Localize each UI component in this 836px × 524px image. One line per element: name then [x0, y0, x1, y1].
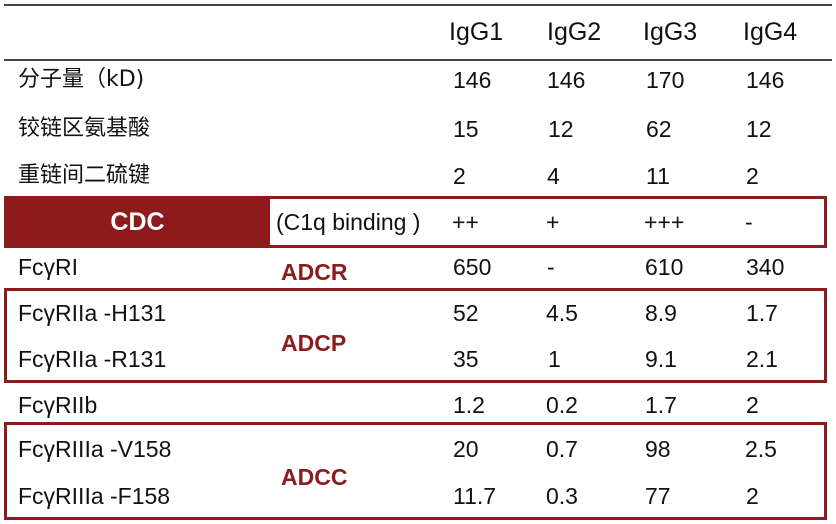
table-cell: 12: [548, 116, 574, 142]
table-cell: 2.5: [745, 436, 777, 462]
col-header-igg1: IgG1: [449, 18, 504, 46]
table-cell: 0.2: [546, 392, 578, 418]
table-cell: 2: [453, 163, 466, 189]
cdc-label-bar: [5, 197, 270, 247]
table-cell: 0.3: [546, 483, 578, 509]
table-cell: 2: [746, 163, 759, 189]
table-cell: 4: [547, 163, 560, 189]
table-cell: 170: [646, 67, 685, 93]
table-top-rule: [4, 4, 832, 6]
row-label-hinge-amino-acids: 铰链区氨基酸: [18, 116, 151, 141]
table-cell: ++: [452, 209, 479, 235]
table-cell: 2: [746, 483, 759, 509]
table-cell: 2: [746, 392, 759, 418]
table-cell: 4.5: [546, 300, 578, 326]
table-cell: 146: [746, 67, 785, 93]
table-cell: 146: [547, 67, 586, 93]
table-cell: 340: [746, 254, 785, 280]
table-cell: 20: [453, 436, 479, 462]
table-cell: 9.1: [645, 346, 677, 372]
row-label-fcgriiia-f158: FcγRIIIa -F158: [18, 483, 171, 509]
mechanism-label-adcc: ADCC: [281, 464, 348, 490]
table-cell: 1.7: [645, 392, 677, 418]
table-cell: +++: [644, 209, 685, 235]
adcc-group-box: [4, 422, 827, 520]
table-cell: 11.7: [453, 483, 497, 509]
col-header-igg2: IgG2: [547, 18, 602, 46]
table-cell: 0.7: [546, 436, 578, 462]
table-cell: 15: [453, 116, 479, 142]
table-cell: -: [745, 209, 753, 235]
table-cell: -: [547, 254, 555, 280]
table-cell: 1.2: [453, 392, 485, 418]
row-label-molecular-weight: 分子量（kD): [18, 67, 145, 92]
table-cell: 11: [646, 163, 670, 189]
row-label-fcgriia-h131: FcγRIIa -H131: [18, 300, 167, 326]
row-label-disulfide-bonds: 重链间二硫键: [18, 163, 151, 188]
mechanism-label-adcp: ADCP: [281, 330, 347, 356]
row-label-fcgriib: FcγRIIb: [18, 392, 98, 418]
row-label-fcgri: FcγRI: [18, 254, 79, 280]
table-cell: 98: [645, 436, 671, 462]
table-cell: 1.7: [746, 300, 778, 326]
adcp-group-box: [4, 288, 827, 383]
table-cell: 8.9: [645, 300, 677, 326]
row-label-fcgriia-r131: FcγRIIa -R131: [18, 346, 167, 372]
table-cell: 62: [646, 116, 672, 142]
table-cell: 610: [645, 254, 684, 280]
table-cell: 77: [645, 483, 671, 509]
table-cell: 2.1: [746, 346, 778, 372]
table-cell: 1: [548, 346, 561, 372]
mechanism-label-adcr: ADCR: [281, 259, 348, 285]
row-label-fcgriiia-v158: FcγRIIIa -V158: [18, 436, 172, 462]
table-header-rule: [4, 59, 832, 61]
table-cell: 35: [453, 346, 479, 372]
col-header-igg4: IgG4: [743, 18, 798, 46]
table-cell: +: [546, 209, 560, 235]
table-cell: 52: [453, 300, 479, 326]
col-header-igg3: IgG3: [643, 18, 698, 46]
mechanism-label-cdc: CDC: [110, 207, 165, 236]
table-cell: 12: [746, 116, 772, 142]
table-cell: 146: [453, 67, 492, 93]
row-label-c1q-binding: (C1q binding ): [276, 209, 421, 235]
table-cell: 650: [453, 254, 492, 280]
